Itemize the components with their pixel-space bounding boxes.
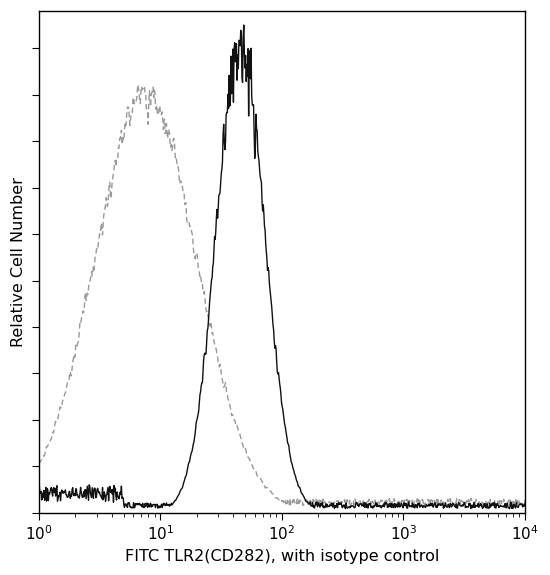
X-axis label: FITC TLR2(CD282), with isotype control: FITC TLR2(CD282), with isotype control: [125, 549, 439, 564]
Y-axis label: Relative Cell Number: Relative Cell Number: [11, 177, 26, 347]
